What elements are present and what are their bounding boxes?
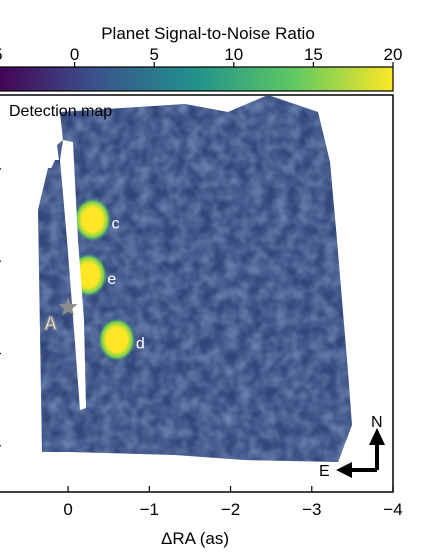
x-tick-label: 0 [63,500,72,519]
planet-label-e: e [107,271,116,288]
colorbar-tick-label: 15 [304,45,323,64]
colorbar-tick-label: 10 [224,45,243,64]
colorbar-tick-label: 0 [70,45,79,64]
planet-label-d: d [136,336,145,353]
colorbar [0,66,394,92]
colorbar-ticks: -5 0 5 10 15 20 [0,45,402,67]
planet-d [97,317,136,362]
colorbar-label: Planet Signal-to-Noise Ratio [101,24,315,43]
snr-map [38,95,352,462]
compass-rose: N E [319,414,385,480]
planet-label-c: c [111,216,119,233]
x-axis-label: ΔRA (as) [161,529,229,548]
x-tick-label: −1 [140,500,159,519]
panel-label: Detection map [9,103,112,120]
colorbar-tick-label: 5 [149,45,158,64]
host-star-marker [58,297,78,316]
planet-c [73,197,112,242]
host-star-label: A [44,313,57,333]
x-tick-label: −2 [221,500,240,519]
east-label: E [319,463,330,480]
plot-area: A c e d 0 −1 −2 −3 −4 Detection map N E [0,94,403,519]
colorbar-tick-label: -5 [0,45,3,64]
masked-gap [60,140,86,410]
north-arrowhead [369,428,385,445]
x-tick-label: −3 [302,500,321,519]
north-label: N [371,414,383,431]
x-tick-label: −4 [383,500,402,519]
east-arrowhead [336,462,352,478]
colorbar-tick-label: 20 [384,45,403,64]
